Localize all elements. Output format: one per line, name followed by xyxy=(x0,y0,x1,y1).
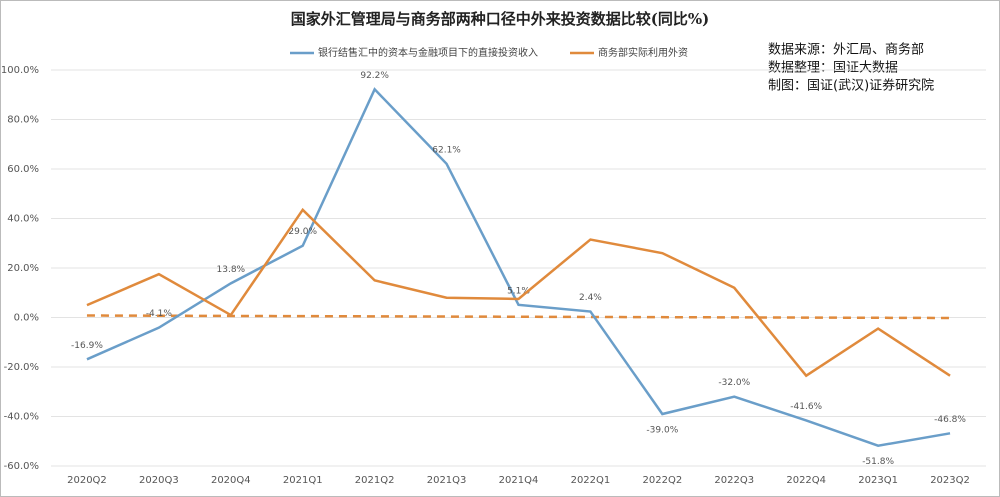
data-label: 5.1% xyxy=(507,286,530,296)
y-tick-label: 40.0% xyxy=(7,214,39,225)
y-tick-label: 20.0% xyxy=(7,263,39,274)
data-label: 29.0% xyxy=(288,227,317,237)
y-tick-label: -60.0% xyxy=(4,461,39,472)
x-tick-label: 2020Q2 xyxy=(67,475,107,486)
data-label: -4.1% xyxy=(146,309,173,319)
data-label: -39.0% xyxy=(646,426,678,436)
x-tick-label: 2021Q2 xyxy=(355,475,395,486)
annotation: 数据整理：国证大数据 xyxy=(768,61,898,76)
x-tick-label: 2023Q2 xyxy=(930,475,970,486)
data-label: 92.2% xyxy=(360,71,389,81)
data-label: 13.8% xyxy=(217,265,246,275)
y-tick-label: 0.0% xyxy=(14,313,39,324)
x-tick-label: 2021Q4 xyxy=(499,475,539,486)
series-line xyxy=(86,87,951,447)
data-label: -16.9% xyxy=(71,341,103,351)
series-line xyxy=(86,207,951,378)
x-tick-label: 2022Q2 xyxy=(643,475,683,486)
data-label: -41.6% xyxy=(790,402,822,412)
data-label: 2.4% xyxy=(579,293,602,303)
data-label: 62.1% xyxy=(432,145,461,155)
y-tick-label: 60.0% xyxy=(7,164,39,175)
annotation: 数据来源：外汇局、商务部 xyxy=(768,42,924,58)
legend-label: 银行结售汇中的资本与金融项目下的直接投资收入 xyxy=(318,46,538,59)
x-tick-label: 2022Q3 xyxy=(714,475,754,486)
data-label: -46.8% xyxy=(934,415,966,425)
y-tick-label: -40.0% xyxy=(4,412,39,423)
x-tick-label: 2021Q3 xyxy=(427,475,467,486)
x-tick-label: 2022Q4 xyxy=(786,475,826,486)
chart-title: 国家外汇管理局与商务部两种口径中外来投资数据比较(同比%) xyxy=(291,10,709,28)
x-tick-label: 2022Q1 xyxy=(571,475,611,486)
y-tick-label: 100.0% xyxy=(1,65,39,76)
x-tick-label: 2021Q1 xyxy=(283,475,323,486)
data-label: -51.8% xyxy=(862,457,894,467)
y-tick-label: 80.0% xyxy=(7,115,39,126)
y-tick-label: -20.0% xyxy=(4,362,39,373)
x-tick-label: 2020Q4 xyxy=(211,475,251,486)
annotation: 制图：国证(武汉)证券研究院 xyxy=(768,78,934,94)
x-tick-label: 2023Q1 xyxy=(858,475,898,486)
data-label: -32.0% xyxy=(718,378,750,388)
legend-label: 商务部实际利用外资 xyxy=(598,46,688,59)
x-tick-label: 2020Q3 xyxy=(139,475,179,486)
